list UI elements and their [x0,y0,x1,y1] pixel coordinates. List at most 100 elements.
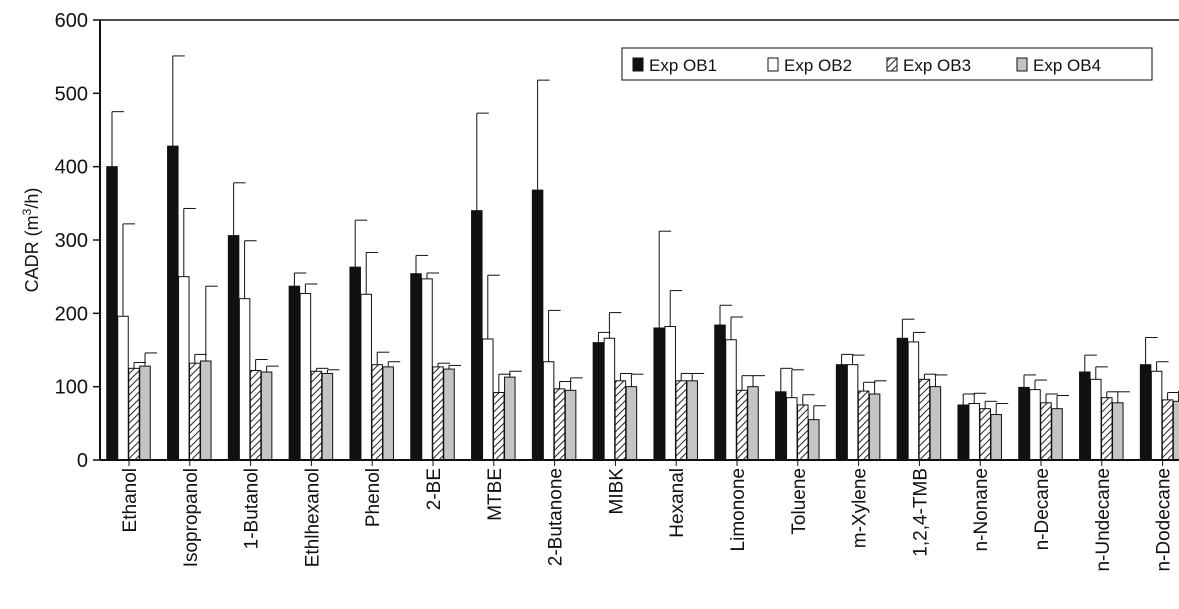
bar-exp-ob1 [471,210,483,461]
bar-exp-ob1 [592,342,605,461]
bar-exp-ob2 [482,338,494,461]
bar-exp-ob4 [990,414,1002,461]
bar-exp-ob2 [299,293,312,461]
bar-exp-ob2 [1029,389,1041,461]
bar-exp-ob1 [835,364,848,461]
bar-exp-ob2 [725,339,737,461]
bar-exp-ob3 [371,364,383,461]
bar-exp-ob2 [968,403,980,461]
x-tick-label: Limonone [728,468,749,551]
bar-exp-ob2 [907,341,920,461]
bar-exp-ob3 [553,388,566,461]
x-axis: Ethanol Isopropanol 1-Butanol Ethlhexanol Ph… [100,459,1179,572]
bar-exp-ob4 [1112,402,1124,461]
bar-exp-ob2 [238,298,251,461]
bar-exp-ob1 [1018,386,1030,461]
bar-exp-ob2 [421,278,433,461]
bar-exp-ob1 [957,404,969,461]
bar-exp-ob3 [249,370,262,461]
bar-exp-ob4 [443,368,455,461]
bar-exp-ob3 [493,392,505,461]
x-tick-label: 1-Butanol [242,468,263,549]
bar-exp-ob4 [260,371,273,461]
bar-exp-ob1 [896,337,909,461]
bar-exp-ob4 [747,386,759,461]
x-tick-label: m-Xylene [850,468,871,548]
bar-exp-ob1 [1139,364,1152,461]
bar-exp-ob3 [189,362,201,461]
legend-label: Exp OB3 [903,56,971,75]
bar-exp-ob3 [918,378,931,461]
y-tick-label: 400 [55,157,88,179]
bar-exp-ob3 [432,366,444,461]
legend-swatch [767,57,779,72]
legend-label: Exp OB2 [784,56,852,75]
x-tick-label: n-Decane [1032,468,1053,550]
bar-exp-ob2 [664,326,676,461]
bar-exp-ob3 [614,380,627,461]
bar-exp-ob4 [929,386,942,461]
bar-exp-ob1 [349,266,361,461]
bar-exp-ob4 [1051,408,1063,461]
bar-exp-ob3 [979,408,991,461]
bar-exp-ob2 [786,397,798,461]
bar-exp-ob3 [128,367,140,461]
bar-exp-ob3 [857,390,870,461]
bar-exp-ob4 [504,376,516,461]
bar-exp-ob4 [868,393,881,461]
x-tick-label: 2-Butanone [546,468,567,566]
x-tick-label: Hexanal [667,468,688,538]
legend-swatch [632,57,644,72]
bar-exp-ob4 [625,386,638,461]
legend-swatch [886,57,898,72]
bar-exp-ob1 [167,145,179,461]
bar-exp-ob1 [1079,371,1091,461]
legend-label: Exp OB4 [1033,56,1101,75]
bar-exp-ob4 [1172,400,1179,461]
bar-exp-ob3 [1101,397,1113,461]
legend-box [621,47,1153,81]
bar-exp-ob2 [178,276,190,461]
y-tick-label: 200 [55,303,88,325]
y-axis-title: CADR (m3/h) [20,188,42,293]
y-tick-label: 600 [55,10,88,32]
x-tick-label: Phenol [363,468,384,527]
x-tick-label: n-Nonane [971,468,992,551]
bar-exp-ob2 [1150,370,1163,461]
bar-exp-ob3 [675,380,687,461]
bar-exp-ob3 [310,370,323,461]
x-tick-label: n-Dodecane [1154,468,1175,572]
bar-exp-ob2 [846,364,859,461]
bar-exp-ob1 [227,235,240,461]
bar-exp-ob3 [736,389,748,461]
y-tick-label: 0 [77,450,88,472]
bar-exp-ob1 [653,327,665,461]
x-tick-label: MIBK [606,468,627,515]
bar-exp-ob1 [410,273,422,461]
bar-exp-ob1 [775,391,787,461]
bar-exp-ob1 [106,166,118,461]
bar-exp-ob2 [1090,378,1102,461]
bar-exp-ob3 [1161,399,1174,461]
legend: Exp OB1 Exp OB2 Exp OB3 Exp OB4 [621,47,1153,81]
bar-exp-ob4 [564,389,577,461]
bar-exp-ob4 [200,360,212,461]
y-tick-label: 300 [55,230,88,252]
x-tick-label: 2-BE [424,468,445,510]
x-tick-label: Ethlhexanol [302,468,323,567]
bar-exp-ob3 [1040,402,1052,461]
bar-exp-ob4 [808,419,820,461]
bar-exp-ob4 [382,366,394,461]
bar-exp-ob4 [686,380,698,461]
bar-exp-ob2 [360,293,372,461]
bar-exp-ob1 [531,189,544,461]
x-tick-label: Isopropanol [181,468,202,567]
x-tick-label: 1,2,4-TMB [910,468,931,557]
bar-exp-ob2 [603,337,616,461]
legend-swatch [1016,57,1028,72]
x-tick-label: n-Undecane [1093,468,1114,572]
plot-area [106,55,1179,461]
y-tick-label: 100 [55,377,88,399]
bar-exp-ob2 [117,315,129,461]
x-tick-label: Toluene [789,468,810,535]
